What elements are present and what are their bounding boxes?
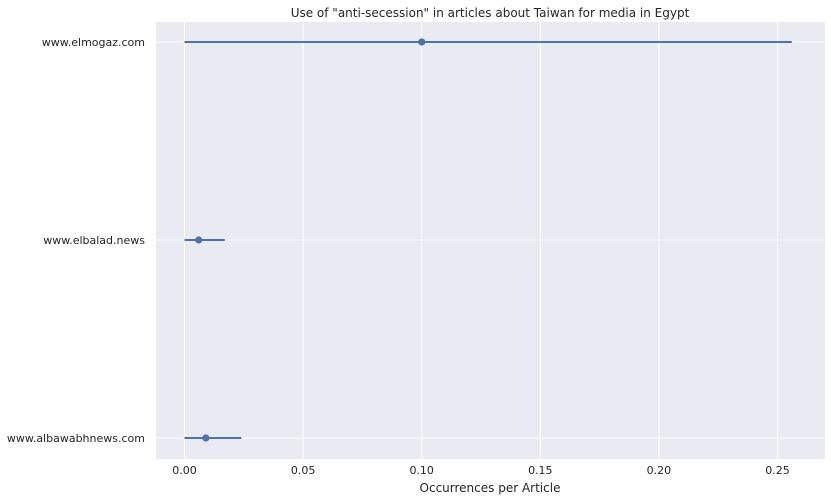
y-tick-label: www.elbalad.news [43, 234, 145, 247]
y-axis-ticks: www.elmogaz.com www.elbalad.news www.albaw… [7, 36, 145, 445]
x-tick-label: 0.15 [528, 464, 553, 477]
x-axis-label: Occurrences per Article [420, 481, 561, 495]
data-point [195, 236, 203, 244]
x-tick-label: 0.25 [765, 464, 790, 477]
data-point [202, 434, 210, 442]
x-axis-ticks: 0.00 0.05 0.10 0.15 0.20 0.25 [172, 464, 790, 477]
x-tick-label: 0.05 [291, 464, 316, 477]
x-tick-label: 0.00 [172, 464, 197, 477]
y-tick-label: www.elmogaz.com [42, 36, 145, 49]
data-marks [184, 38, 792, 442]
x-tick-label: 0.20 [647, 464, 672, 477]
data-point [418, 38, 426, 46]
chart-title: Use of "anti-secession" in articles abou… [291, 6, 690, 20]
y-tick-label: www.albawabhnews.com [7, 432, 145, 445]
x-tick-label: 0.10 [409, 464, 434, 477]
